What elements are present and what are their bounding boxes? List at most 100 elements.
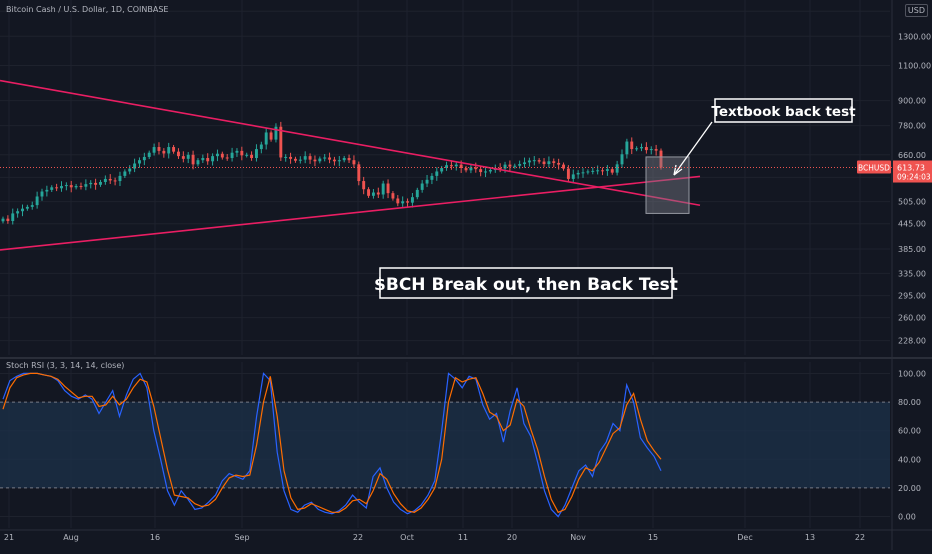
candle-body bbox=[55, 187, 59, 189]
rsi-tick-label: 80.00 bbox=[898, 398, 921, 407]
rsi-tick-label: 100.00 bbox=[898, 369, 926, 378]
candle-body bbox=[215, 153, 219, 157]
indicator-label[interactable]: Stoch RSI (3, 3, 14, 14, close) bbox=[6, 361, 125, 370]
axes: 228.00 260.00 295.00 335.00 385.00 445.00 505.… bbox=[4, 32, 932, 542]
price-tag-bg bbox=[893, 160, 932, 183]
candle-body bbox=[542, 161, 546, 165]
candle-body bbox=[11, 213, 15, 221]
candle-body bbox=[103, 178, 107, 182]
price-tick-label: 260.00 bbox=[898, 314, 926, 323]
candle-body bbox=[371, 192, 375, 196]
candle-body bbox=[177, 151, 180, 157]
annotation-box-main bbox=[379, 267, 673, 299]
rsi-tick-label: 60.00 bbox=[898, 427, 921, 436]
candle-body bbox=[644, 147, 648, 151]
candle-body bbox=[586, 171, 590, 173]
candle-body bbox=[250, 154, 254, 159]
date-tick-label: 13 bbox=[805, 533, 815, 542]
candle-body bbox=[596, 170, 600, 172]
candle-body bbox=[254, 149, 258, 159]
trendlines bbox=[0, 79, 701, 251]
candle-body bbox=[406, 201, 410, 203]
candle-body bbox=[484, 171, 487, 173]
candle-body bbox=[264, 132, 268, 145]
candle-body bbox=[206, 158, 210, 162]
candle-body bbox=[630, 141, 634, 150]
price-tick-label: 385.00 bbox=[898, 245, 926, 254]
candle-body bbox=[420, 183, 424, 190]
candle-body bbox=[6, 218, 10, 221]
candle-body bbox=[293, 158, 297, 161]
candle-body bbox=[435, 171, 439, 176]
candle-body bbox=[142, 156, 146, 161]
candle-body bbox=[474, 167, 478, 170]
candle-body bbox=[323, 157, 327, 159]
last-price-label: 613.73 bbox=[897, 164, 925, 173]
symbol-tag: BCHUSD bbox=[858, 164, 890, 173]
candle-body bbox=[562, 164, 565, 169]
candle-body bbox=[211, 156, 215, 162]
candle-body bbox=[425, 179, 429, 184]
candle-body bbox=[527, 160, 531, 163]
candle-body bbox=[274, 126, 278, 140]
price-tick-label: 1100.00 bbox=[898, 62, 931, 71]
candle-body bbox=[367, 189, 371, 196]
candle-body bbox=[303, 156, 307, 160]
price-tick-label: 660.00 bbox=[898, 151, 926, 160]
date-tick-label: Oct bbox=[400, 533, 414, 542]
candle-body bbox=[381, 183, 385, 195]
candle-body bbox=[557, 162, 561, 165]
candle-body bbox=[245, 154, 249, 156]
price-tick-label: 335.00 bbox=[898, 269, 926, 278]
candle-body bbox=[118, 175, 122, 182]
candle-body bbox=[225, 157, 229, 159]
candle-body bbox=[396, 198, 400, 204]
candle-body bbox=[625, 141, 629, 155]
candle-body bbox=[357, 164, 361, 182]
candle-body bbox=[21, 208, 24, 212]
price-tick-label: 295.00 bbox=[898, 292, 926, 301]
date-tick-label: 11 bbox=[458, 533, 468, 542]
date-tick-label: 16 bbox=[150, 533, 160, 542]
candle-body bbox=[464, 168, 468, 171]
candle-body bbox=[601, 170, 604, 172]
price-tick-label: 228.00 bbox=[898, 337, 926, 346]
candle-body bbox=[337, 160, 341, 162]
candle-body bbox=[440, 168, 444, 172]
candle-body bbox=[89, 182, 93, 185]
candle-body bbox=[162, 150, 166, 154]
upper-trendline bbox=[0, 79, 701, 207]
candles bbox=[1, 121, 663, 225]
candle-body bbox=[566, 168, 570, 179]
candle-body bbox=[469, 167, 473, 171]
candle-body bbox=[16, 211, 20, 214]
candle-body bbox=[167, 147, 171, 154]
candle-body bbox=[610, 169, 614, 173]
candle-body bbox=[386, 183, 390, 194]
lower-trendline bbox=[0, 175, 701, 251]
date-tick-label: 22 bbox=[855, 533, 865, 542]
candle-body bbox=[50, 187, 54, 190]
candle-body bbox=[352, 160, 356, 165]
candle-body bbox=[347, 158, 351, 161]
candle-body bbox=[659, 150, 663, 168]
annotation-breakout: $BCH Break out, then Back Test bbox=[374, 275, 678, 295]
candle-body bbox=[230, 152, 234, 159]
candle-body bbox=[284, 156, 288, 158]
candle-body bbox=[99, 181, 102, 185]
symbol-tag-bg bbox=[857, 160, 891, 174]
price-tick-label: 1300.00 bbox=[898, 32, 931, 41]
candle-body bbox=[196, 160, 200, 165]
rsi-lines bbox=[2, 372, 662, 518]
currency-button[interactable]: USD bbox=[904, 4, 928, 17]
price-tick-label: 780.00 bbox=[898, 122, 926, 131]
candle-body bbox=[581, 172, 585, 174]
candle-body bbox=[318, 158, 322, 162]
candle-body bbox=[654, 149, 658, 151]
candle-body bbox=[308, 156, 312, 160]
candle-body bbox=[479, 169, 483, 173]
candle-body bbox=[615, 164, 619, 173]
stoch-k-line bbox=[2, 372, 662, 518]
candle-body bbox=[152, 147, 156, 153]
